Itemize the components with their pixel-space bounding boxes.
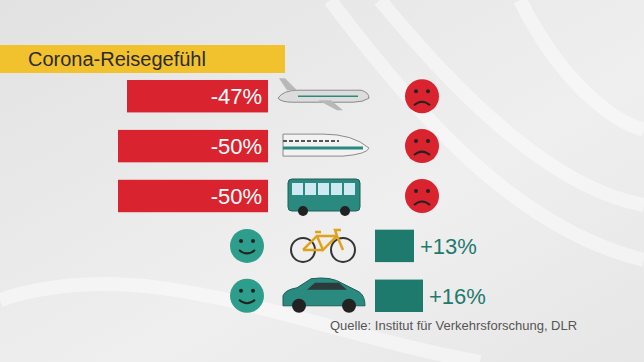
bus-wheel — [298, 206, 308, 216]
source: Quelle: Institut für Verkehrsforschung, … — [330, 318, 577, 333]
plane-stripe — [298, 95, 358, 97]
bike-frame — [303, 230, 343, 250]
icon — [283, 134, 369, 156]
bar — [375, 230, 414, 262]
data-label: -50% — [211, 184, 262, 209]
title-band — [0, 45, 285, 73]
smiley-face — [230, 279, 264, 313]
plane-tail — [279, 78, 297, 90]
train-windows — [283, 140, 339, 142]
bus-body — [288, 179, 360, 211]
bus-window — [292, 183, 303, 195]
data-label: +13% — [420, 234, 477, 259]
car-wheel — [292, 299, 306, 313]
background — [0, 0, 644, 362]
data-labels: -47% -50% -50% +13% +16% — [211, 84, 486, 309]
data-label: +16% — [429, 284, 486, 309]
smiley-eye — [426, 189, 430, 193]
title: Corona-Reisegefühl — [28, 48, 206, 70]
smiley-eye — [251, 239, 255, 243]
smiley-mouth — [414, 102, 430, 106]
bus-wheel — [340, 206, 350, 216]
bus-window — [305, 183, 316, 195]
smiley-eye — [251, 289, 255, 293]
train-body — [283, 134, 369, 156]
smiley — [405, 129, 439, 163]
icon — [291, 230, 355, 262]
data-label: -47% — [211, 84, 262, 109]
smiley — [405, 79, 439, 113]
smiley-mouth — [239, 300, 255, 304]
bus-window — [318, 183, 329, 195]
bar — [375, 280, 423, 312]
plane-wing — [318, 100, 343, 110]
bar — [127, 80, 268, 112]
car-wheel — [342, 299, 356, 313]
bar — [118, 130, 268, 162]
smiley-eye — [239, 239, 243, 243]
smiley-face — [405, 179, 439, 213]
background-swoosh — [330, 0, 644, 260]
car-window — [307, 283, 347, 290]
background-swoosh — [380, 0, 644, 205]
smiley — [230, 279, 264, 313]
bus-window — [331, 183, 342, 195]
data-label: -50% — [211, 134, 262, 159]
chart: Corona-Reisegefühl-47% -50% -50% +13% +16% Qu… — [0, 0, 644, 362]
smiley-eye — [414, 189, 418, 193]
smiley-mouth — [414, 152, 430, 156]
smiley — [405, 179, 439, 213]
smiley-face — [405, 79, 439, 113]
bus-window — [344, 183, 355, 195]
smiley-eye — [426, 139, 430, 143]
smiley-eye — [414, 89, 418, 93]
smiley — [230, 229, 264, 263]
smiley-face — [230, 229, 264, 263]
smiley-mouth — [414, 202, 430, 206]
bars — [118, 80, 423, 312]
smiley-eye — [239, 289, 243, 293]
icon — [283, 278, 365, 313]
bar — [118, 180, 268, 212]
icon — [278, 78, 369, 110]
train-stripe — [283, 147, 363, 150]
smiley-face — [405, 129, 439, 163]
smiley-mouth — [239, 250, 255, 254]
smiley-eye — [414, 139, 418, 143]
icon — [288, 179, 360, 216]
smiley-eye — [426, 89, 430, 93]
background-swoosh — [520, 0, 644, 130]
